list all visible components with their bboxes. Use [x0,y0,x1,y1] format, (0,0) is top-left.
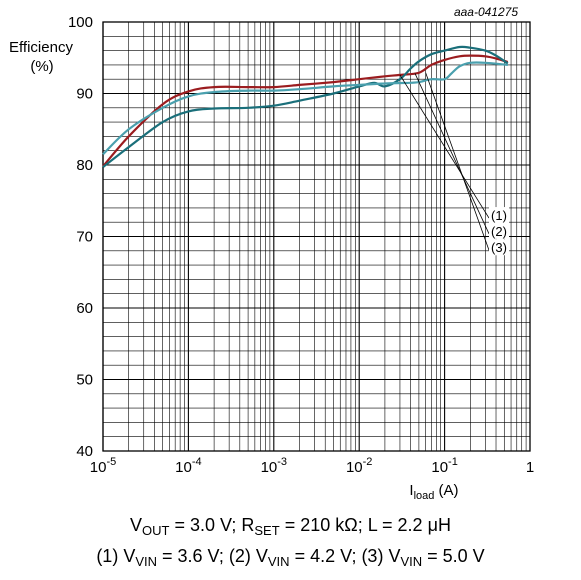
y-tick-label: 100 [68,14,93,31]
y-tick-label: 70 [76,229,93,246]
caption-v-sub: OUT [142,523,170,538]
x-tick-label: 10-1 [431,456,457,476]
caption-part-1: (1) V [96,546,136,566]
caption-line-2: (1) VVIN = 3.6 V; (2) VVIN = 4.2 V; (3) … [0,545,581,569]
leader-line-1 [399,74,490,219]
caption-sub-2: VIN [267,554,290,569]
caption-sub-1: VIN [135,554,157,569]
caption-v-val: = 3.0 V; R [169,515,255,535]
y-tick-labels: 40 50 60 70 80 90 100 [68,14,93,460]
y-tick-label: 40 [76,443,93,460]
y-axis-label-line1: Efficiency [9,39,73,56]
x-axis-label: Iload (A) [409,482,458,502]
efficiency-chart: aaa-041275 Efficiency (%) (1)(2)(3) 10-5… [9,5,534,502]
annotation-label-1: (1) [491,208,507,223]
leader-line-2 [414,73,490,234]
x-tick-labels: 10-5 10-4 10-3 10-2 10-1 1 [90,456,534,476]
annotation-bg-1 [489,207,509,224]
y-axis-label-line2: (%) [30,58,53,75]
caption-sub-3: VIN [400,554,423,569]
annotation-label-2: (2) [491,224,507,239]
caption-r-val: = 210 kΩ; L = 2.2 μH [279,515,451,535]
figure-id: aaa-041275 [454,5,518,19]
series-line-1 [102,54,509,168]
caption-v: V [130,515,143,535]
annotation-bg-2 [489,222,509,239]
plot-grid [102,21,531,452]
y-tick-label: 50 [76,372,93,389]
annotation-bg-3 [489,239,509,256]
x-tick-label: 10-3 [261,456,287,476]
x-tick-label: 10-5 [90,456,116,476]
plot-frame [102,21,531,452]
x-tick-label: 1 [526,459,534,476]
y-tick-label: 90 [76,86,93,103]
y-tick-label: 60 [76,300,93,317]
caption-part-2: = 3.6 V; (2) V [157,546,268,566]
y-tick-label: 80 [76,157,93,174]
caption-line-1: VOUT = 3.0 V; RSET = 210 kΩ; L = 2.2 μH [0,514,581,538]
x-tick-label: 10-4 [175,456,201,476]
leader-line-3 [425,72,490,251]
caption-part-3: = 4.2 V; (3) V [289,546,401,566]
caption-r-sub: SET [254,523,280,538]
annotation-layer: (1)(2)(3) [399,72,509,256]
annotation-label-3: (3) [491,240,507,255]
series-line-3 [102,61,508,156]
series-layer [102,45,509,168]
x-tick-label: 10-2 [346,456,372,476]
caption-part-4: = 5.0 V [422,546,485,566]
